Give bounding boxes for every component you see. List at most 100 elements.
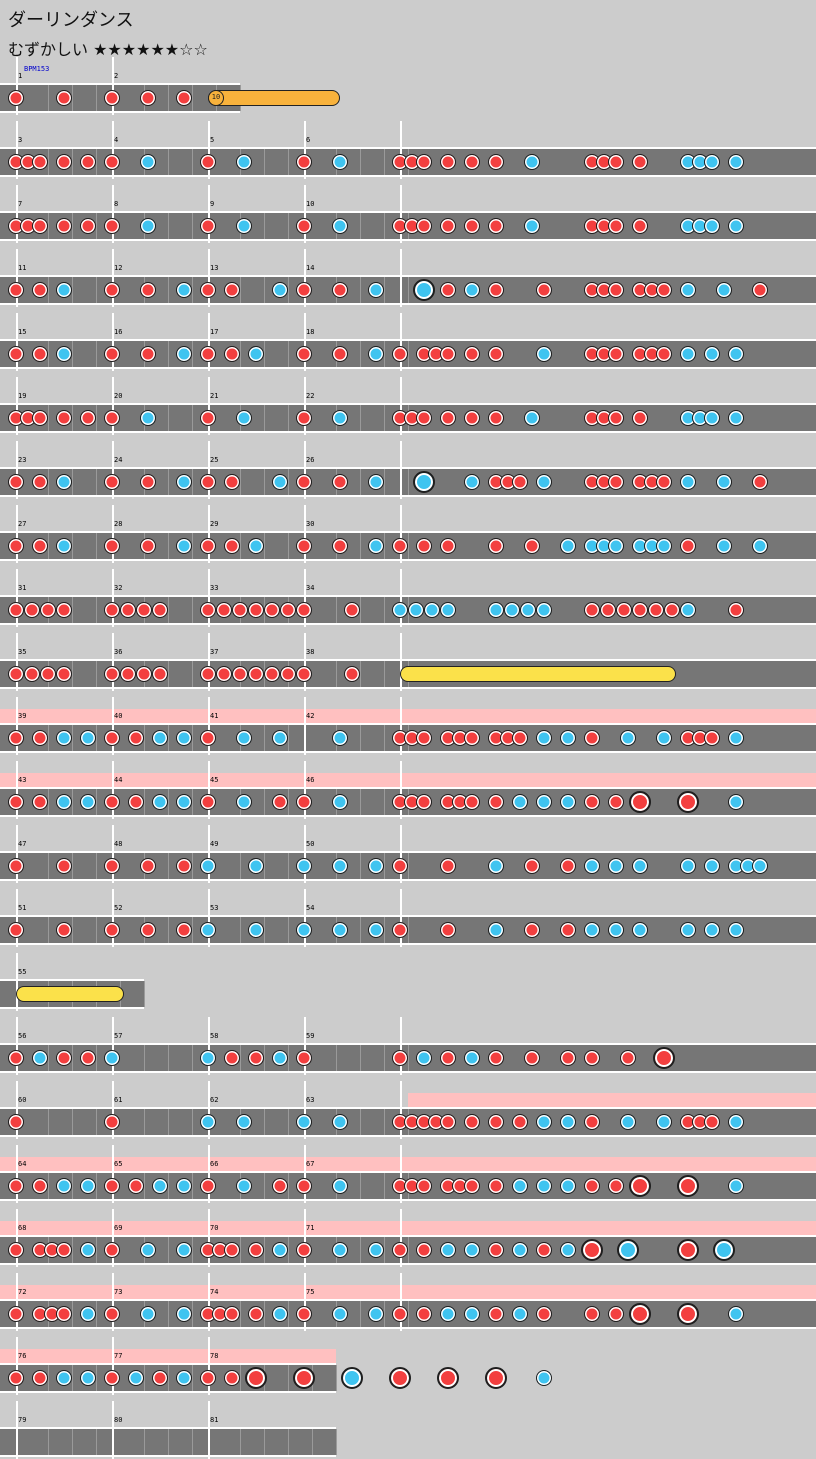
bar-line [304, 441, 306, 499]
don-note [224, 538, 240, 554]
beat-line [96, 469, 97, 495]
beat-line [360, 1109, 361, 1135]
don-note [56, 1242, 72, 1258]
don-note [656, 282, 672, 298]
don-note [512, 474, 528, 490]
beat-line [408, 277, 409, 303]
bar-line [304, 1145, 306, 1203]
beat-line [72, 277, 73, 303]
don-note [416, 1242, 432, 1258]
measure-number: 70 [210, 1224, 219, 1232]
ka-note [560, 1178, 576, 1194]
beat-line [96, 917, 97, 943]
don-note [56, 922, 72, 938]
beat-line [264, 1429, 265, 1455]
don-note [200, 730, 216, 746]
don-note [392, 1050, 408, 1066]
ka-note [296, 858, 312, 874]
don-note [8, 1242, 24, 1258]
bar-line [208, 1337, 210, 1395]
ka-note [560, 538, 576, 554]
ka-note [80, 730, 96, 746]
don-note [279, 602, 296, 618]
ka-note [728, 794, 744, 810]
drumroll-note [16, 986, 124, 1002]
bar-line [16, 249, 18, 307]
beat-line [384, 149, 385, 175]
beat-line [72, 1365, 73, 1391]
ka-note [32, 1050, 48, 1066]
beat-line [96, 277, 97, 303]
ka-note [176, 474, 192, 490]
don-note [464, 410, 480, 426]
don-note [104, 602, 120, 618]
don-note [608, 1178, 624, 1194]
beat-line [72, 469, 73, 495]
bar-line [112, 249, 114, 307]
don-note [8, 730, 24, 746]
beat-line [288, 277, 289, 303]
don-note [488, 218, 504, 234]
ka-note [512, 794, 528, 810]
bar-line [16, 1145, 18, 1203]
beat-line [288, 853, 289, 879]
beat-line [96, 533, 97, 559]
beat-line [240, 277, 241, 303]
don-note [704, 1114, 720, 1130]
don-note [152, 602, 168, 618]
beat-line [288, 1173, 289, 1199]
ka-note [608, 922, 624, 938]
don-note [488, 282, 504, 298]
ka-note [332, 922, 348, 938]
ka-note [608, 858, 624, 874]
beat-line [96, 1429, 97, 1455]
don-note [632, 218, 648, 234]
beat-line [48, 1365, 49, 1391]
measure-number: 9 [210, 200, 215, 208]
don-note [39, 602, 56, 618]
measure-number: 62 [210, 1096, 219, 1104]
don-note [584, 1114, 600, 1130]
ka-note [680, 346, 696, 362]
don-note [524, 538, 540, 554]
measure-number: 53 [210, 904, 219, 912]
beat-line [360, 1301, 361, 1327]
measure-number: 66 [210, 1160, 219, 1168]
don-note [536, 282, 552, 298]
bar-line [16, 1273, 18, 1331]
ka-big-note [341, 1367, 363, 1389]
don-note [104, 922, 120, 938]
don-note [80, 154, 96, 170]
beat-line [72, 405, 73, 431]
don-note [560, 1050, 576, 1066]
don-note [512, 730, 528, 746]
beat-line [384, 661, 385, 687]
don-note [140, 858, 156, 874]
beat-line [264, 405, 265, 431]
ka-note [56, 794, 72, 810]
bar-line [304, 505, 306, 563]
ka-note [560, 730, 576, 746]
beat-line [96, 725, 97, 751]
beat-line [48, 341, 49, 367]
measure-number: 36 [114, 648, 123, 656]
don-note [56, 218, 72, 234]
bar-line [208, 1209, 210, 1267]
beat-line [96, 149, 97, 175]
ka-note [728, 154, 744, 170]
beat-line [264, 149, 265, 175]
ka-note [512, 1242, 528, 1258]
beat-line [96, 1365, 97, 1391]
don-big-note [677, 1303, 699, 1325]
bar-line [16, 1337, 18, 1395]
bar-line [208, 569, 210, 627]
beat-line [360, 533, 361, 559]
beat-line [48, 469, 49, 495]
don-note [752, 474, 768, 490]
beat-line [360, 469, 361, 495]
ka-note [176, 346, 192, 362]
bar-line [304, 121, 306, 179]
beat-line [192, 1429, 193, 1455]
beat-line [408, 1301, 409, 1327]
bar-line [304, 697, 306, 755]
